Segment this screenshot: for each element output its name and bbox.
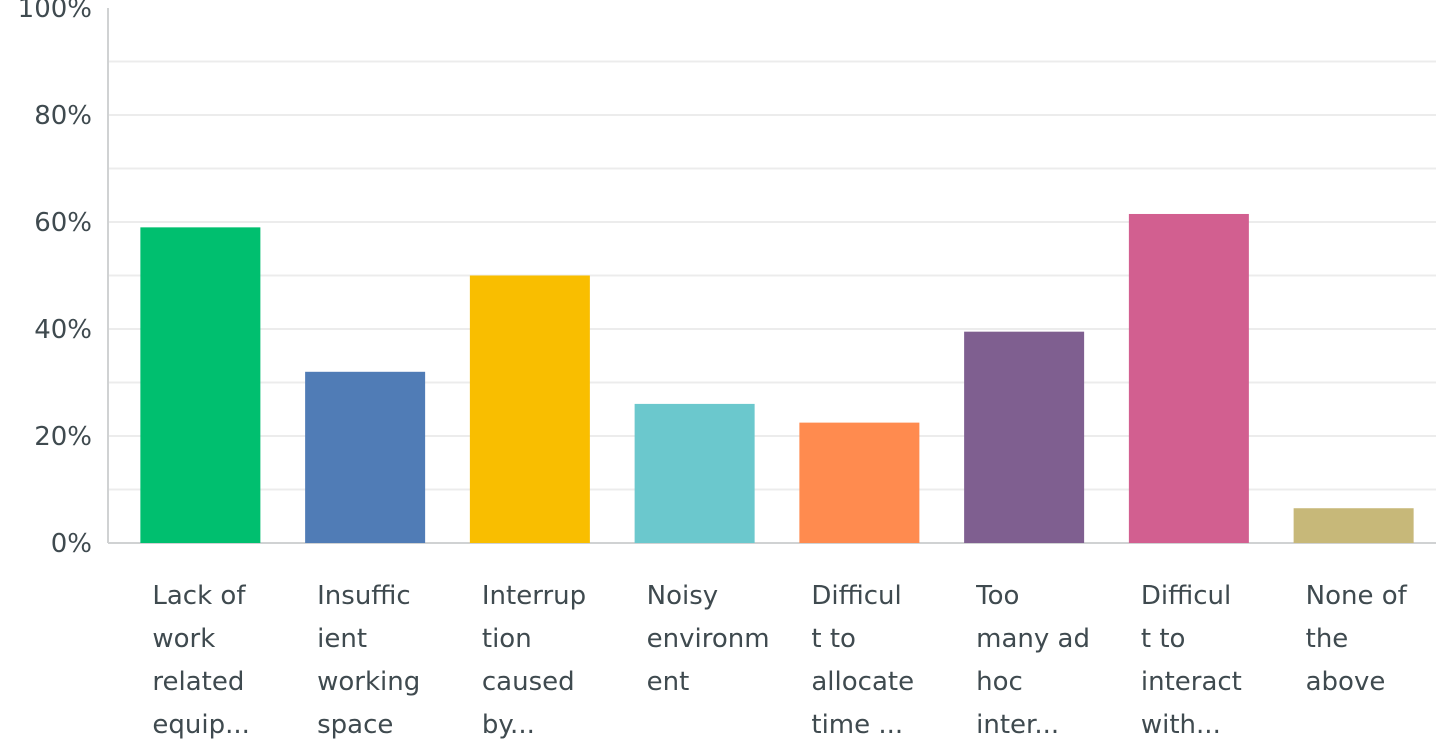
bar (469, 275, 590, 543)
x-tick-label: Lack of work related equip... (152, 581, 250, 740)
y-tick-label: 40% (34, 315, 92, 345)
bars (140, 213, 1414, 543)
x-tick-label: Noisy environm ent (647, 581, 770, 697)
x-tick-label: Too many ad hoc inter... (975, 581, 1090, 740)
x-tick-label: Difficul t to interact with... (1141, 581, 1242, 740)
x-tick-label: Insuffic ient working space (317, 581, 420, 740)
y-tick-label: 80% (34, 101, 92, 131)
y-axis-ticks: 0% 20% 40% 60% 80% 100% (18, 0, 92, 559)
x-axis-labels: Lack of work related equip... Insuffic ient wo… (152, 581, 1407, 740)
y-tick-label: 100% (18, 0, 92, 24)
bar (799, 422, 920, 543)
y-tick-label: 0% (51, 529, 92, 559)
bar (1293, 508, 1414, 543)
bar (1128, 213, 1249, 543)
x-tick-label: None of the above (1306, 581, 1408, 697)
bar (140, 227, 261, 543)
y-tick-label: 60% (34, 208, 92, 238)
bar (305, 371, 426, 543)
x-tick-label: Difficul t to allocate time ... (811, 581, 914, 740)
y-tick-label: 20% (34, 422, 92, 452)
bar (964, 331, 1085, 543)
x-tick-label: Interrup tion caused by... (482, 581, 586, 740)
bar (634, 403, 755, 543)
